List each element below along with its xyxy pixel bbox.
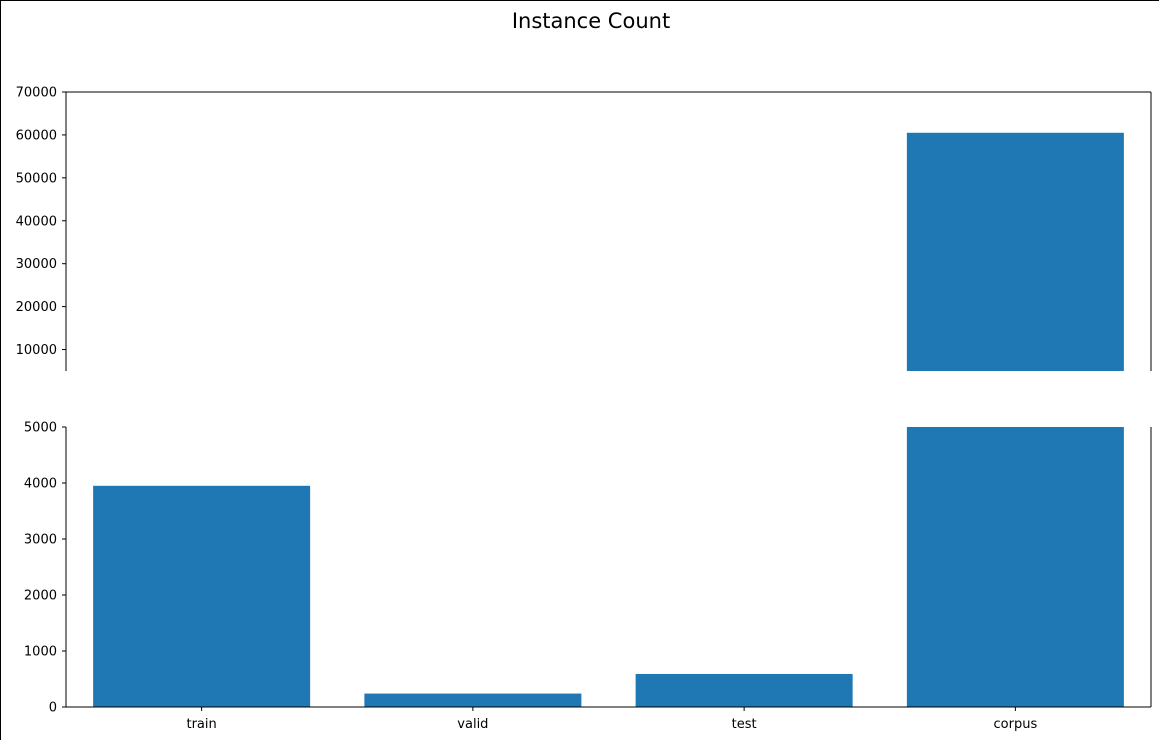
y-tick-label: 5000 bbox=[24, 421, 57, 436]
chart-title: Instance Count bbox=[512, 9, 670, 33]
x-tick-label-test: test bbox=[732, 717, 757, 732]
upper-bar-corpus bbox=[906, 132, 1124, 371]
y-tick-label: 60000 bbox=[16, 128, 57, 143]
lower-bar-valid bbox=[364, 693, 582, 707]
y-tick-label: 0 bbox=[49, 701, 57, 716]
x-tick-label-corpus: corpus bbox=[994, 717, 1038, 732]
y-tick-label: 3000 bbox=[24, 533, 57, 548]
x-tick-label-train: train bbox=[186, 717, 216, 732]
y-tick-label: 40000 bbox=[16, 214, 57, 229]
y-tick-label: 2000 bbox=[24, 589, 57, 604]
y-tick-label: 10000 bbox=[16, 343, 57, 358]
lower-bar-test bbox=[635, 673, 853, 707]
lower-bar-corpus bbox=[906, 427, 1124, 707]
lower-axes: 0 1000 2000 3000 4000 5000 train valid test corpu… bbox=[24, 421, 1152, 732]
y-tick-label: 50000 bbox=[16, 171, 57, 186]
upper-axes: 10000 20000 30000 40000 50000 60000 70000 bbox=[16, 86, 1152, 371]
y-tick-label: 20000 bbox=[16, 300, 57, 315]
y-tick-label: 30000 bbox=[16, 257, 57, 272]
y-tick-label: 70000 bbox=[16, 86, 57, 101]
x-tick-label-valid: valid bbox=[457, 717, 488, 732]
y-tick-label: 4000 bbox=[24, 477, 57, 492]
y-tick-label: 1000 bbox=[24, 645, 57, 660]
lower-bar-train bbox=[93, 485, 311, 707]
